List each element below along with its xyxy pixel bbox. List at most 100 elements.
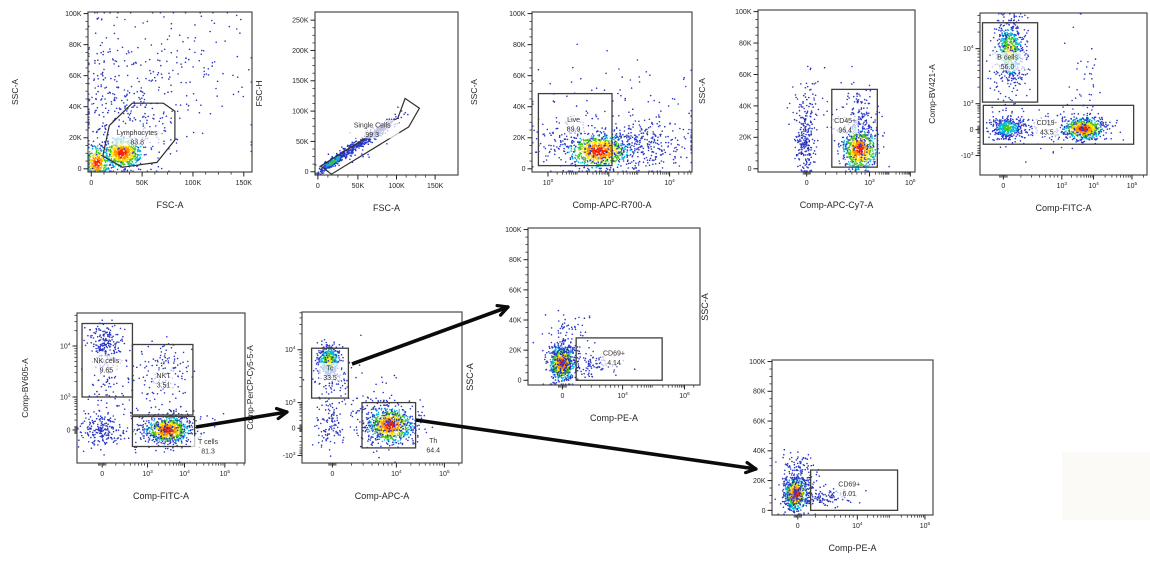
density-dots — [532, 43, 692, 172]
svg-text:100K: 100K — [735, 9, 752, 16]
plot-nk-nkt-tcells: NK cells 9.65 NKT 3.51 T cells 81.3 0 103 104 105… — [0, 299, 291, 526]
gate-NKT — [131, 343, 194, 416]
svg-text:0: 0 — [805, 180, 809, 187]
x-axis-label: Comp-APC-A — [355, 491, 410, 501]
gate-label: B cells — [997, 55, 1018, 62]
gate-value: 9.65 — [100, 367, 114, 374]
plot-tc-th: Tc 33.5 Th 64.4 0 104 105 Comp-APC-A -103 0 103 104… — [224, 298, 508, 526]
gate-label: NKT — [157, 373, 172, 380]
y-axis-label: Comp-PerCP-Cy5-5-A — [245, 345, 255, 430]
svg-text:40K: 40K — [69, 104, 82, 111]
gate-CD45+ — [831, 88, 878, 168]
svg-text:50K: 50K — [136, 180, 149, 187]
gate-label: Lymphocytes — [117, 130, 158, 137]
svg-text:60K: 60K — [513, 73, 526, 80]
x-axis-label: Comp-PE-A — [828, 543, 876, 553]
gate-label: T cells — [198, 439, 219, 446]
gate-CD69+ — [809, 469, 899, 512]
floating-y-axis-label: SSC-A — [465, 363, 475, 391]
x-axis-label: Comp-APC-Cy7-A — [800, 200, 874, 210]
gate-value: 89.9 — [567, 127, 581, 134]
plot-cd45: CD45+ 96.4 0 103 105 Comp-APC-Cy7-A 0 20K 40K 60K… — [680, 0, 961, 235]
svg-text:250K: 250K — [292, 18, 309, 25]
plot-bcells-cd19: B cells 56.0 CD19- 43.5 0 103 104 105 Comp-FITC-… — [902, 0, 1150, 238]
gate-Single Cells — [319, 97, 421, 175]
svg-text:60K: 60K — [739, 72, 752, 79]
svg-text:150K: 150K — [236, 180, 253, 187]
svg-text:150K: 150K — [292, 78, 309, 85]
svg-text:102: 102 — [604, 178, 615, 187]
svg-text:80K: 80K — [739, 40, 752, 47]
svg-text:20K: 20K — [513, 135, 526, 142]
gate-label: Single Cells — [354, 122, 391, 129]
plot-lymphocytes: Lymphocytes 83.8 0 50K 100K 150K FSC-A 0 20K 40K 6… — [10, 0, 298, 235]
svg-text:103: 103 — [864, 178, 875, 187]
svg-text:150K: 150K — [427, 183, 444, 190]
gate-value: 43.5 — [1040, 130, 1054, 137]
y-axis-label: Comp-BV421-A — [927, 64, 937, 124]
gate-value: 4.14 — [607, 360, 621, 367]
density-dots — [88, 12, 252, 172]
y-axis-label: SSC-A — [697, 78, 707, 104]
density-dots — [532, 309, 636, 385]
x-axis-label: Comp-APC-R700-A — [572, 200, 651, 210]
density-dots — [982, 13, 1125, 163]
svg-text:100K: 100K — [65, 11, 82, 18]
svg-text:100K: 100K — [185, 180, 202, 187]
x-axis-label: Comp-FITC-A — [133, 491, 189, 501]
gate-value: 96.4 — [838, 128, 852, 135]
svg-text:50K: 50K — [352, 183, 365, 190]
x-axis-label: FSC-A — [157, 200, 184, 210]
svg-text:104: 104 — [664, 178, 675, 187]
gate-label: CD69+ — [838, 482, 860, 489]
svg-text:105: 105 — [905, 178, 916, 187]
x-axis-label: FSC-A — [373, 203, 400, 213]
svg-text:0: 0 — [305, 169, 309, 176]
plot-cd69-th: CD69+ 6.01 0 104 106 Comp-PE-A 0 20K 40K 60K 80K 10… — [694, 346, 979, 572]
svg-text:100K: 100K — [509, 11, 526, 18]
gate-label: CD19- — [1037, 120, 1058, 127]
plot-live: Live 89.9 100 102 104 Comp-APC-R700-A 0 20K 40K 6… — [454, 0, 738, 235]
x-axis-label: Comp-FITC-A — [1036, 203, 1092, 213]
svg-text:200K: 200K — [292, 48, 309, 55]
gate-label: Tc — [327, 365, 335, 372]
gate-Live — [537, 92, 613, 167]
svg-text:20K: 20K — [69, 135, 82, 142]
svg-text:50K: 50K — [296, 139, 309, 146]
gate-label: Live — [567, 117, 580, 124]
svg-text:100K: 100K — [388, 183, 405, 190]
background-artifact — [1062, 452, 1150, 520]
gate-label: NK cells — [94, 358, 120, 365]
svg-text:0: 0 — [316, 183, 320, 190]
gate-value: 64.4 — [426, 447, 440, 454]
svg-text:100K: 100K — [292, 109, 309, 116]
gate-label: Th — [429, 438, 437, 445]
y-axis-label: SSC-A — [469, 79, 479, 105]
gate-B cells — [981, 22, 1039, 103]
y-axis-label: FSC-H — [254, 81, 264, 107]
svg-text:80K: 80K — [69, 42, 82, 49]
gate-CD69+ — [575, 337, 663, 381]
gate-value: 33.5 — [323, 375, 337, 382]
gate-label: CD45+ — [834, 118, 856, 125]
svg-text:20K: 20K — [739, 135, 752, 142]
gate-value: 3.51 — [157, 382, 171, 389]
gate-value: 83.8 — [130, 139, 144, 146]
y-axis-label: SSC-A — [10, 79, 20, 105]
gate-Tc — [310, 347, 350, 399]
svg-text:100: 100 — [543, 178, 554, 187]
gate-CD19- — [982, 104, 1135, 145]
x-axis-label: Comp-PE-A — [590, 413, 638, 423]
density-dots — [302, 334, 434, 463]
svg-text:0: 0 — [89, 180, 93, 187]
svg-text:40K: 40K — [739, 103, 752, 110]
svg-text:80K: 80K — [513, 42, 526, 49]
gate-Lymphocytes — [102, 102, 176, 168]
svg-text:60K: 60K — [69, 73, 82, 80]
plot-cd69-tc: CD69+ 4.14 0 104 106 Comp-PE-A 0 20K 40K 60K 80K 10… — [450, 214, 746, 448]
svg-text:0: 0 — [78, 166, 82, 173]
gate-T cells — [131, 415, 196, 448]
y-axis-label: Comp-BV605-A — [20, 358, 30, 418]
gate-value: 6.01 — [842, 491, 856, 498]
